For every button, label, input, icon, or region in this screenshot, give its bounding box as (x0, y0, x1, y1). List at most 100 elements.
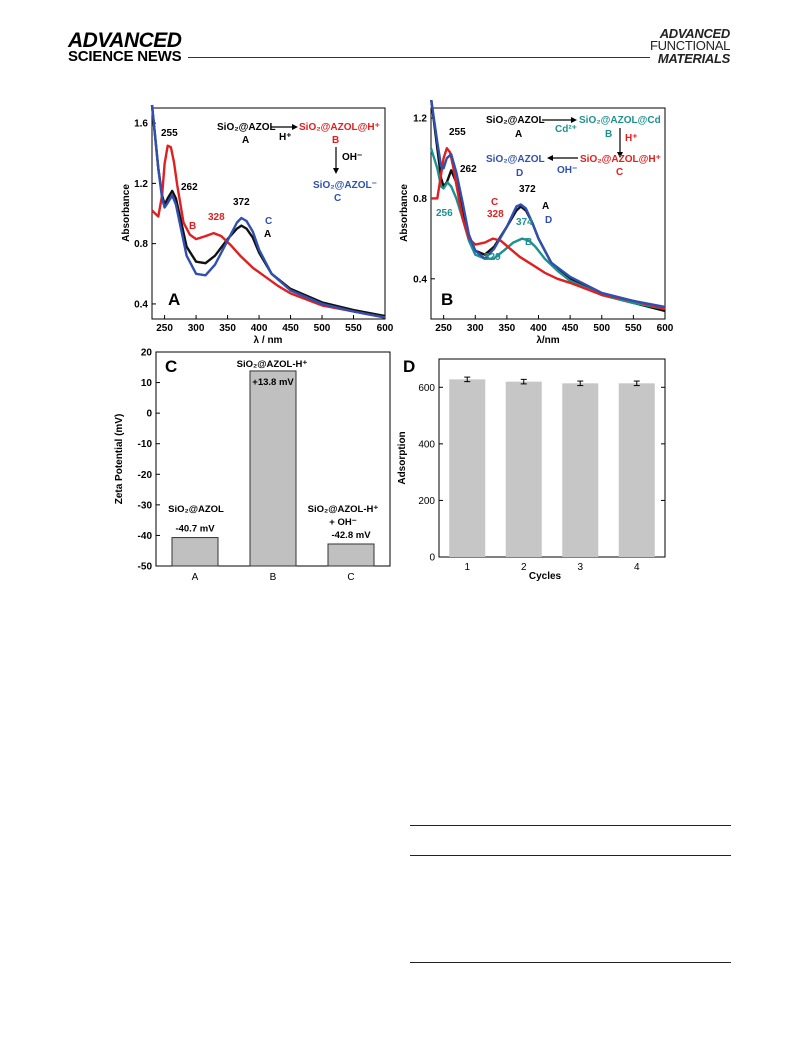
journal-name-line2: SCIENCE NEWS (68, 48, 182, 65)
bar-b-name: SiO₂@AZOL-H⁺ (237, 359, 308, 370)
bar-a (171, 537, 219, 567)
x-tick-label: 550 (345, 323, 362, 334)
journal-right-line2: FUNCTIONAL (649, 38, 730, 54)
y-tick-label: 1.2 (413, 114, 427, 125)
scheme-arrowhead-2 (617, 152, 623, 158)
peak-329: 329 (484, 252, 501, 263)
y-axis-label: Absorbance (399, 184, 410, 242)
x-tick-label: 500 (314, 323, 331, 334)
peak-328: 328 (487, 209, 504, 220)
series-label-c: C (265, 216, 272, 227)
series-label-c: C (491, 197, 498, 208)
journal-logo-right: ADVANCED FUNCTIONAL MATERIALS (649, 26, 731, 65)
y-axis-label: Absorbance (121, 184, 132, 242)
bar-cycle-2 (505, 381, 542, 557)
x-axis-label: λ/nm (536, 335, 559, 346)
x-tick-label: 300 (188, 323, 205, 334)
y-tick-label: 0.4 (134, 299, 148, 310)
peak-255: 255 (449, 127, 466, 138)
x-tick-label: 2 (521, 562, 527, 573)
x-tick-label: 250 (435, 323, 452, 334)
bar-b (249, 370, 297, 567)
series-label-a: A (264, 229, 271, 240)
y-tick-label: -30 (138, 500, 153, 511)
bar-value-label: +13.8 mV (252, 377, 294, 388)
scheme-c-id: C (616, 167, 623, 178)
y-tick-label: 400 (418, 439, 435, 450)
x-tick-label: 500 (593, 323, 610, 334)
journal-right-line1: ADVANCED (659, 26, 731, 41)
y-tick-label: -50 (138, 562, 153, 573)
bar-c (327, 543, 375, 567)
y-tick-label: 0.4 (413, 274, 427, 285)
y-axis-label: Zeta Potential (mV) (114, 414, 125, 505)
x-tick-label: 350 (499, 323, 516, 334)
series-label-b: B (189, 221, 196, 232)
scheme-dst: SiO₂@AZOL@H⁺ (299, 122, 380, 133)
bar-cycle-4 (618, 383, 655, 557)
peak-374: 374 (516, 217, 533, 228)
x-tick-label: B (270, 572, 277, 583)
spectrum-line-b (151, 144, 386, 319)
y-tick-label: -20 (138, 470, 153, 481)
scheme-arrowhead-3 (547, 155, 553, 161)
y-tick-label: 0.8 (413, 194, 427, 205)
bar-cycle-3 (562, 383, 599, 557)
series-label-a: A (542, 201, 549, 212)
chart-panel-a: 250 300 350 400 450 500 550 600 0.4 0.8 1.2 1.6 A A… (121, 104, 394, 346)
y-tick-label: 1.6 (134, 119, 148, 130)
scheme-arrow-label: H⁺ (279, 132, 292, 143)
text-rule-3 (410, 962, 731, 963)
x-tick-label: 3 (577, 562, 583, 573)
x-tick-label: 450 (282, 323, 299, 334)
series-label-b: B (525, 237, 532, 248)
scheme-down-label: OH⁻ (342, 152, 362, 163)
chart-panel-d: 0 200 400 600 1 2 3 4 D Adsorption Cycles (397, 357, 666, 582)
x-tick-label: 4 (634, 562, 640, 573)
peak-262: 262 (181, 182, 198, 193)
x-tick-label: C (347, 572, 354, 583)
spectrum-line-c (150, 104, 386, 319)
peak-372: 372 (233, 197, 250, 208)
scheme-arrow1-label: Cd²⁺ (555, 124, 577, 135)
text-rule-2 (410, 855, 731, 856)
y-tick-label: 0 (146, 409, 152, 420)
x-tick-label: A (192, 572, 199, 583)
scheme-b-id: B (605, 129, 612, 140)
scheme-end-id: C (334, 193, 341, 204)
scheme-c: SiO₂@AZOL@H⁺ (580, 154, 661, 165)
chart-panel-c: 20 10 0 -10 -20 -30 -40 -50 A B C -40.7 mV +13.8 mV… (114, 348, 391, 583)
scheme-dst-id: B (332, 135, 339, 146)
bar-c-name-1: SiO₂@AZOL-H⁺ (308, 504, 379, 515)
y-tick-label: -40 (138, 531, 153, 542)
plot-frame (438, 358, 666, 558)
peak-262: 262 (460, 164, 477, 175)
scheme-d: SiO₂@AZOL (486, 154, 545, 165)
x-tick-label: 450 (562, 323, 579, 334)
x-tick-label: 400 (530, 323, 547, 334)
panel-letter: A (168, 290, 180, 309)
bar-value-label: -40.7 mV (175, 524, 215, 535)
y-tick-label: 0 (429, 553, 435, 564)
y-tick-label: 10 (141, 378, 153, 389)
peak-256: 256 (436, 208, 453, 219)
scheme-arrowhead-2 (333, 168, 339, 174)
scheme-down-label: H⁺ (625, 133, 638, 144)
y-tick-label: 0.8 (134, 239, 148, 250)
x-tick-label: 400 (251, 323, 268, 334)
x-tick-label: 600 (377, 323, 394, 334)
panel-letter: B (441, 290, 453, 309)
scheme-d-id: D (516, 168, 523, 179)
x-tick-label: 350 (219, 323, 236, 334)
spectrum-line-d (430, 100, 666, 309)
scheme-a: SiO₂@AZOL (486, 115, 545, 126)
header-rule (188, 57, 650, 58)
bar-a-name: SiO₂@AZOL (168, 504, 224, 515)
plot-frame (430, 107, 666, 320)
scheme-b: SiO₂@AZOL@Cd (579, 115, 661, 126)
y-tick-label: 20 (141, 348, 153, 359)
x-tick-label: 250 (156, 323, 173, 334)
series-label-d: D (545, 215, 552, 226)
scheme-arrowhead-1 (571, 117, 577, 123)
chart-panel-b: 250 300 350 400 450 500 550 600 0.4 0.8 1.2 B Abso… (399, 100, 674, 346)
